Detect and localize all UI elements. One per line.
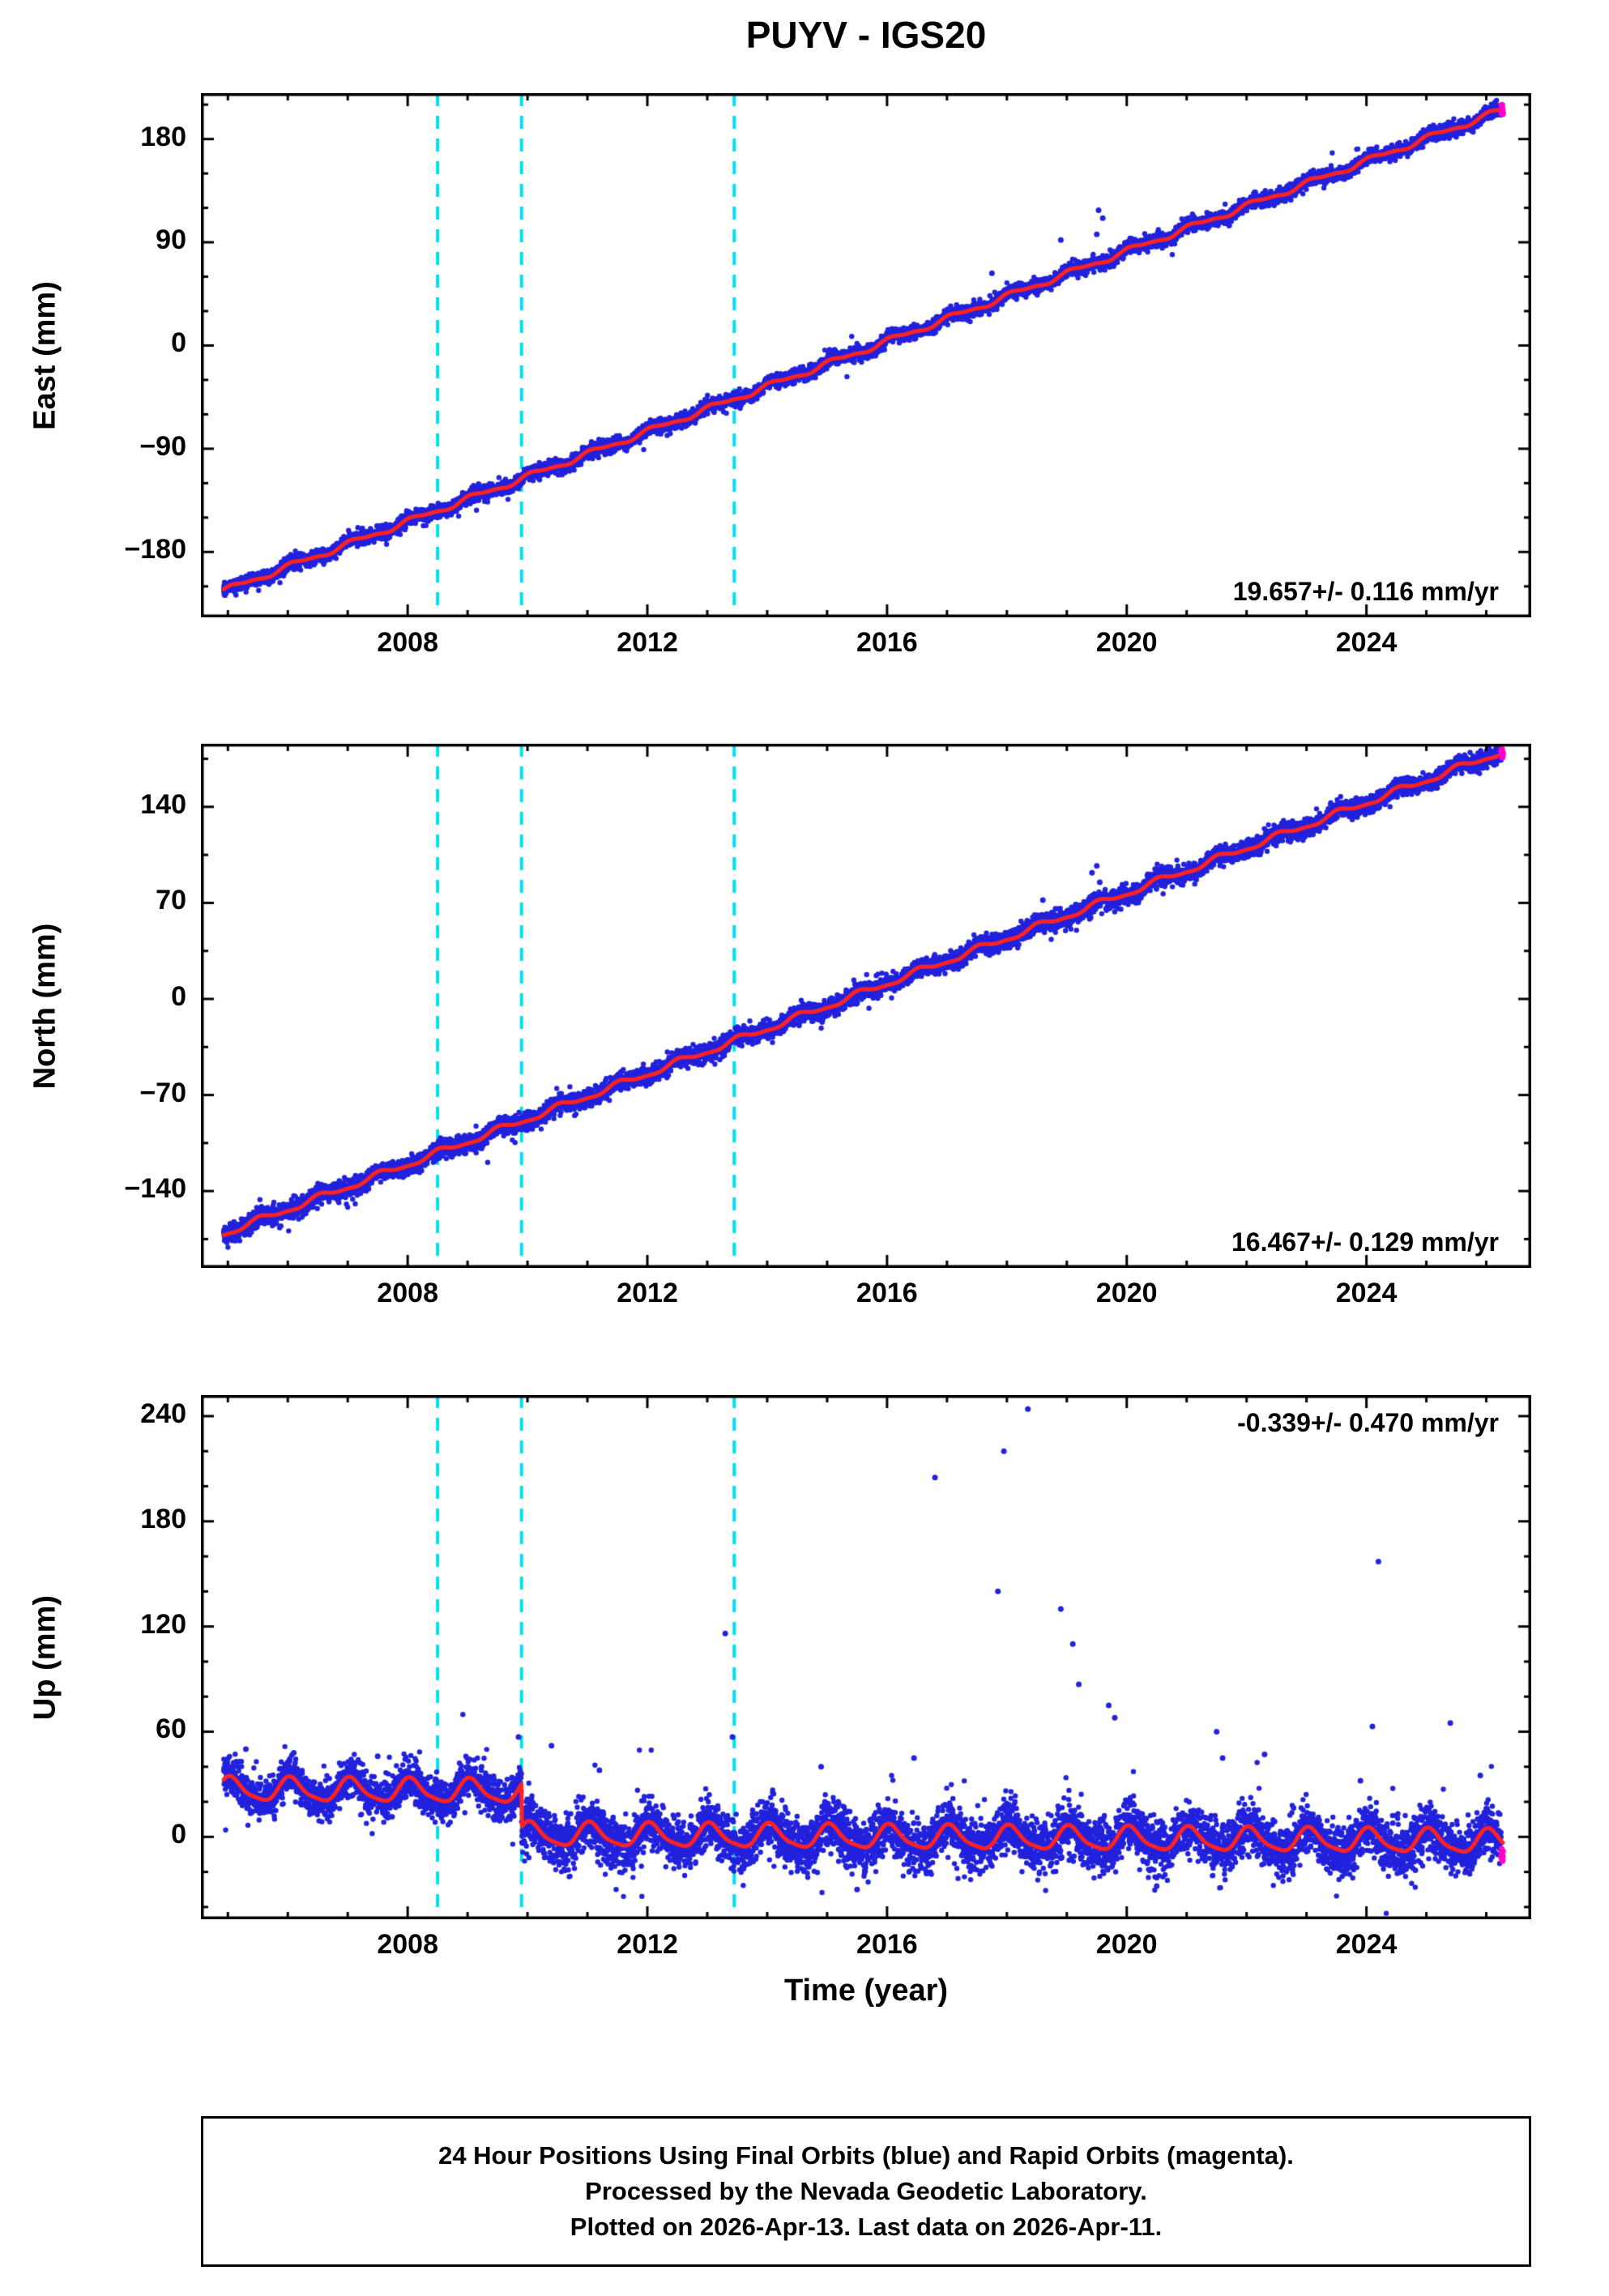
x-tick-label: 2012 — [617, 627, 678, 658]
x-tick-label: 2012 — [617, 1929, 678, 1960]
y-tick-label: 90 — [156, 224, 186, 256]
x-tick-label: 2016 — [856, 1929, 918, 1960]
y-tick-label: 0 — [171, 1819, 186, 1850]
x-tick-label: 2024 — [1335, 1278, 1398, 1308]
y-tick-label: 120 — [140, 1608, 186, 1640]
x-tick-label: 2016 — [856, 1278, 918, 1308]
y-tick-label: 0 — [171, 981, 186, 1013]
x-tick-label: 2024 — [1335, 1929, 1398, 1960]
y-tick-label: 70 — [156, 885, 186, 916]
time-axis-title: Time (year) — [783, 1974, 949, 2008]
x-tick-label: 2008 — [377, 627, 438, 658]
up-axis-label: Up (mm) — [28, 1594, 62, 1721]
footer-line-processed: Processed by the Nevada Geodetic Laborat… — [585, 2177, 1147, 2205]
x-tick-label: 2012 — [617, 1278, 678, 1308]
y-tick-label: 180 — [140, 121, 186, 152]
y-tick-label: 60 — [156, 1713, 186, 1745]
x-tick-label: 2024 — [1335, 627, 1398, 658]
y-tick-label: 140 — [140, 788, 186, 820]
east-axis-label: East (mm) — [28, 281, 62, 430]
y-tick-label: 0 — [171, 327, 186, 359]
x-tick-label: 2020 — [1095, 1929, 1158, 1960]
east-rate-annotation: 19.657+/- 0.116 mm/yr — [1232, 577, 1499, 606]
up-panel-canvas — [201, 1395, 1531, 1919]
east-panel-canvas — [201, 93, 1531, 617]
y-tick-label: −180 — [124, 534, 186, 565]
x-tick-label: 2008 — [377, 1929, 438, 1960]
footer-line-orbits: 24 Hour Positions Using Final Orbits (bl… — [438, 2141, 1294, 2170]
north-panel-canvas — [201, 744, 1531, 1268]
y-tick-label: −70 — [139, 1077, 186, 1108]
page-title: PUYV - IGS20 — [745, 14, 987, 56]
north-rate-annotation: 16.467+/- 0.129 mm/yr — [1231, 1227, 1499, 1257]
up-rate-annotation: -0.339+/- 0.470 mm/yr — [1237, 1408, 1499, 1437]
footer-line-dates: Plotted on 2026-Apr-13. Last data on 202… — [570, 2213, 1163, 2241]
x-tick-label: 2020 — [1095, 1278, 1158, 1308]
y-tick-label: 180 — [140, 1503, 186, 1534]
x-tick-label: 2016 — [856, 627, 918, 658]
x-tick-label: 2020 — [1095, 627, 1158, 658]
y-tick-label: −90 — [139, 430, 186, 462]
y-tick-label: −140 — [124, 1173, 186, 1205]
footer-box: 24 Hour Positions Using Final Orbits (bl… — [201, 2116, 1531, 2267]
x-tick-label: 2008 — [377, 1278, 438, 1308]
north-axis-label: North (mm) — [28, 923, 62, 1090]
y-tick-label: 240 — [140, 1398, 186, 1429]
